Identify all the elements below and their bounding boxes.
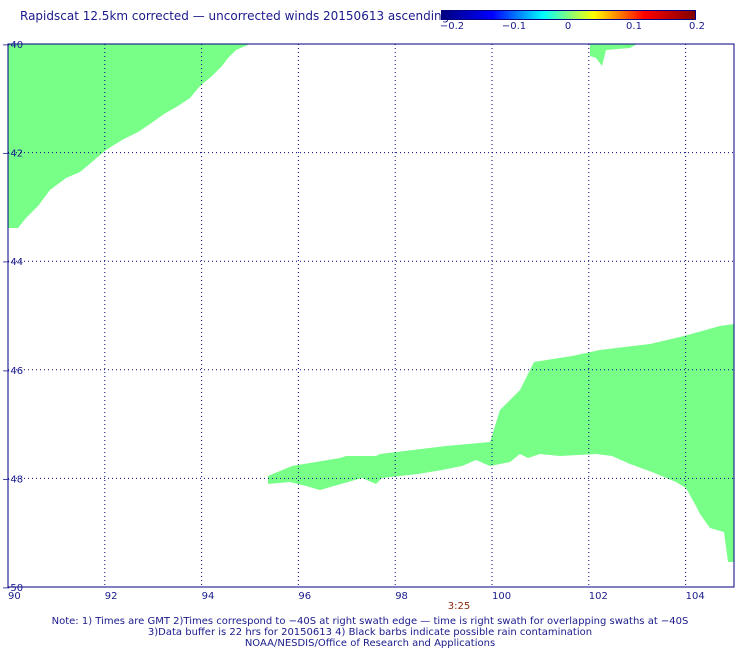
longitude-tick-label: 100 (492, 591, 511, 602)
latitude-tick-label: −44 (2, 257, 23, 268)
latitude-tick-label: −50 (2, 583, 23, 594)
swath-area (8, 44, 250, 228)
longitude-tick-label: 90 (8, 591, 21, 602)
colorbar-label: 0 (564, 21, 572, 32)
colorbar (441, 10, 696, 20)
footnotes: Note: 1) Times are GMT 2)Times correspon… (0, 616, 740, 649)
map-frame (7, 43, 735, 588)
latitude-tick-label: −48 (2, 474, 23, 485)
chart-title: Rapidscat 12.5km corrected — uncorrected… (20, 9, 450, 23)
longitude-tick-label: 98 (395, 591, 408, 602)
longitude-tick-label: 96 (298, 591, 311, 602)
colorbar-label: −0.1 (501, 21, 527, 32)
swath-area (268, 324, 734, 562)
latitude-tick-label: −42 (2, 149, 23, 160)
colorbar-label: 0.2 (689, 21, 705, 32)
note-line-1: Note: 1) Times are GMT 2)Times correspon… (51, 616, 689, 627)
longitude-tick-label: 92 (105, 591, 118, 602)
note-line-2: 3)Data buffer is 22 hrs for 20150613 4) … (147, 627, 593, 638)
longitude-tick-label: 94 (202, 591, 215, 602)
note-line-3: NOAA/NESDIS/Office of Research and Appli… (244, 638, 496, 649)
colorbar-label: −0.2 (439, 21, 465, 32)
latitude-tick-label: −40 (2, 40, 23, 51)
axis-tick-labels: 90 92 94 96 98 100 102 104 −40 −42 −44 −46 −48 −50 (2, 40, 705, 602)
swath-area (590, 44, 637, 66)
swath-time-label: 3:25 (447, 601, 471, 612)
longitude-tick-label: 102 (589, 591, 608, 602)
longitude-tick-label: 104 (686, 591, 705, 602)
swath-coverage (8, 44, 734, 562)
lat-lon-grid (8, 44, 734, 587)
colorbar-label: 0.1 (626, 21, 642, 32)
latitude-tick-label: −46 (2, 366, 23, 377)
